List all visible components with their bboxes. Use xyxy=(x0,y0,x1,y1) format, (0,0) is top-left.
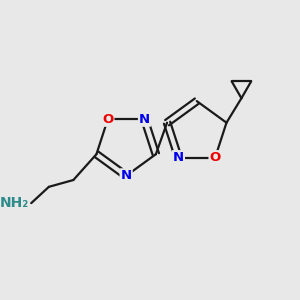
Text: O: O xyxy=(209,151,221,164)
Text: N: N xyxy=(121,169,132,182)
Text: N: N xyxy=(139,113,150,126)
Text: O: O xyxy=(102,113,113,126)
Text: NH₂: NH₂ xyxy=(0,196,28,210)
Text: N: N xyxy=(173,151,184,164)
